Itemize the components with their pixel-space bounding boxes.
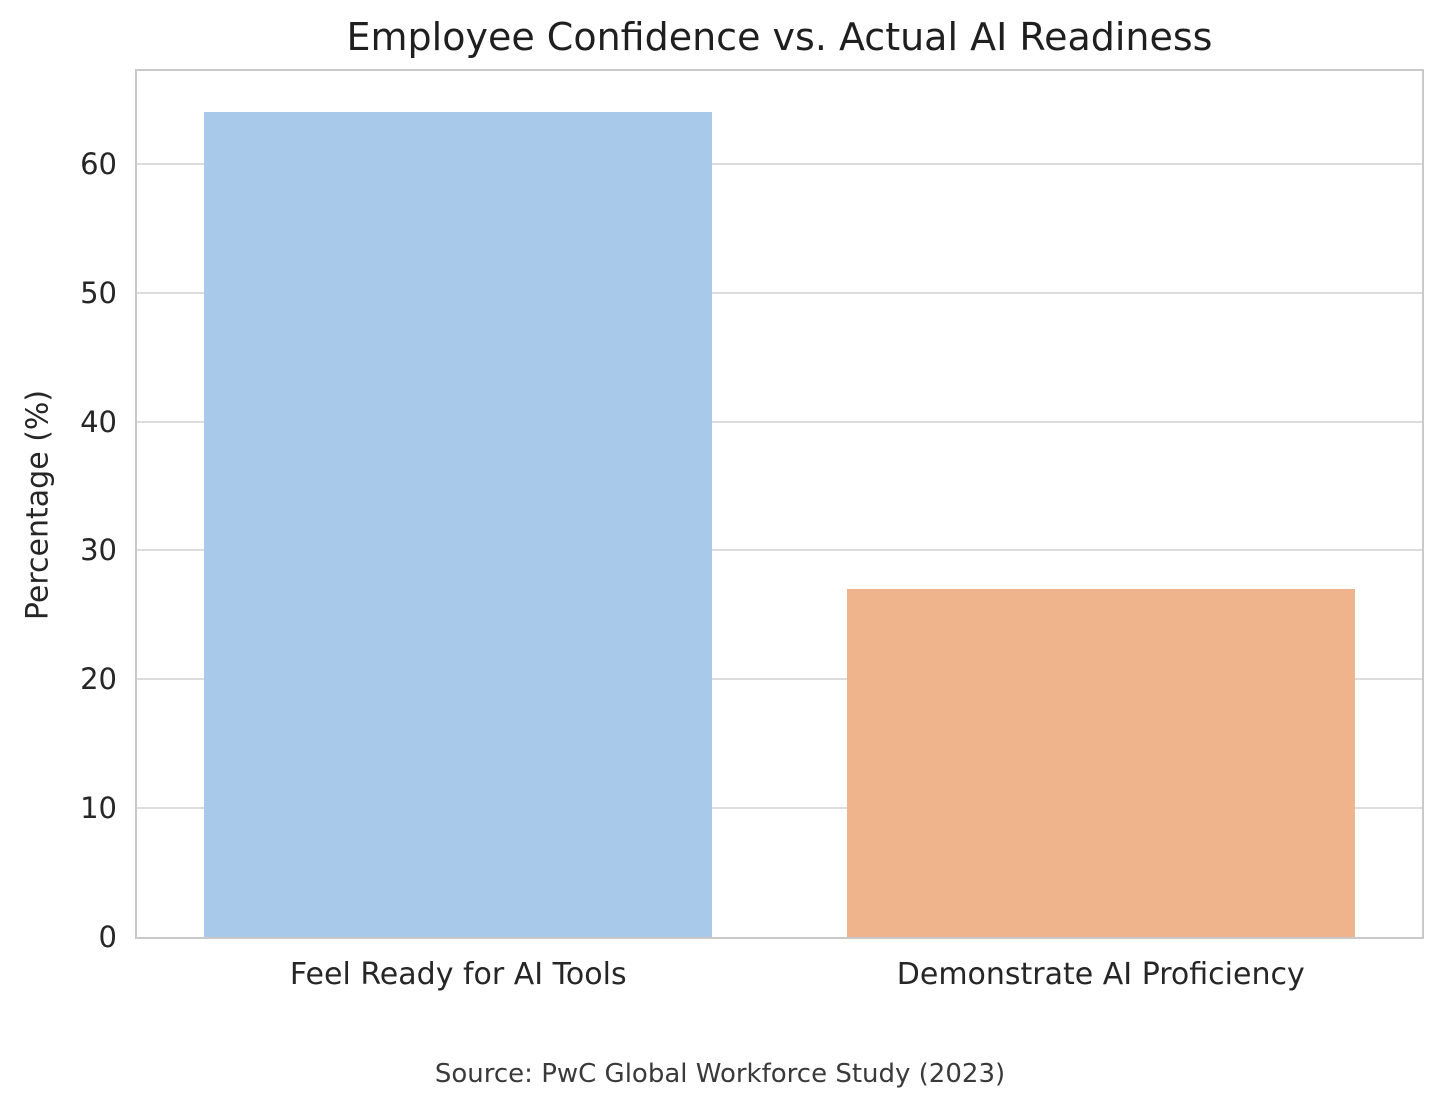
- gridline-30: [137, 549, 1422, 552]
- y-tick-label: 10: [80, 791, 117, 826]
- x-category-label: Feel Ready for AI Tools: [289, 957, 627, 992]
- bar-1: [846, 589, 1355, 937]
- plot-area: [135, 69, 1424, 939]
- y-tick-label: 60: [80, 146, 117, 181]
- bar-0: [204, 112, 713, 937]
- gridline-60: [137, 162, 1422, 165]
- gridline-40: [137, 420, 1422, 423]
- gridline-50: [137, 291, 1422, 294]
- gridline-20: [137, 678, 1422, 681]
- y-tick-label: 40: [80, 404, 117, 439]
- source-caption: Source: PwC Global Workforce Study (2023…: [434, 1059, 1006, 1089]
- y-tick-label: 20: [80, 662, 117, 697]
- y-tick-label: 50: [80, 275, 117, 310]
- gridline-10: [137, 807, 1422, 810]
- y-tick-label: 0: [98, 920, 117, 954]
- x-category-label: Demonstrate AI Proficiency: [896, 957, 1305, 992]
- chart-title: Employee Confidence vs. Actual AI Readin…: [346, 15, 1213, 59]
- y-tick-label: 30: [80, 533, 117, 568]
